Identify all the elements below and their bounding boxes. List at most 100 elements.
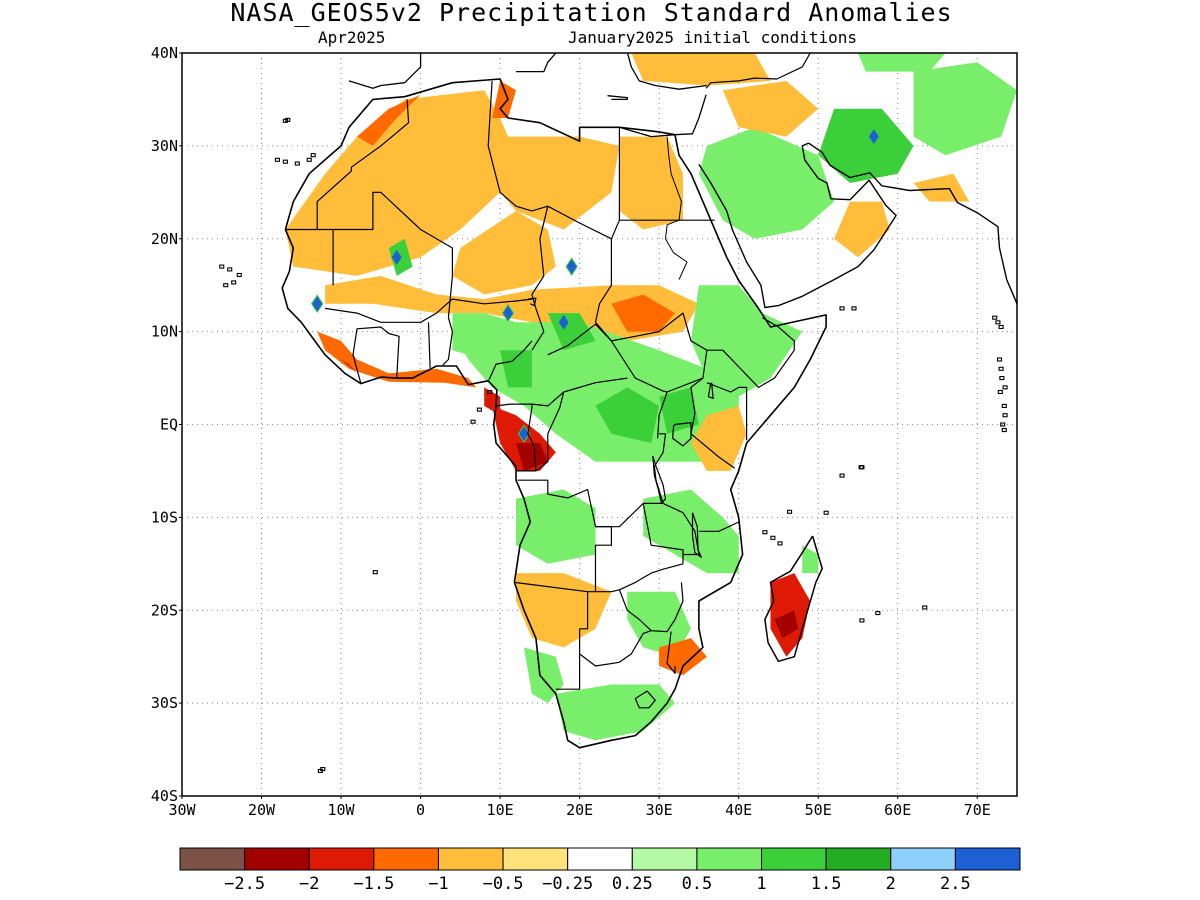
- island-marker: [762, 530, 768, 535]
- country-border: [706, 382, 747, 393]
- lon-tick-label: 60E: [884, 801, 911, 819]
- anomaly-region: [524, 647, 564, 704]
- island-marker: [922, 605, 928, 610]
- anomaly-region: [774, 610, 799, 639]
- island-marker: [470, 419, 476, 424]
- island-marker: [1000, 422, 1006, 427]
- country-border: [618, 582, 684, 633]
- lat-tick-label: 40S: [151, 787, 178, 805]
- country-border: [531, 206, 549, 351]
- anomaly-region: [516, 443, 548, 471]
- island-marker: [231, 280, 237, 285]
- country-border: [427, 322, 431, 368]
- lat-tick-label: 20S: [151, 601, 178, 619]
- anomaly-region: [691, 405, 747, 471]
- country-border: [706, 317, 795, 388]
- anomaly-region: [611, 294, 675, 332]
- island-marker: [823, 510, 829, 515]
- country-border: [487, 80, 612, 240]
- country-border: [594, 238, 708, 351]
- colorbar-label: −2: [299, 874, 319, 894]
- anomaly-region: [834, 201, 890, 258]
- anomaly-region: [722, 80, 819, 137]
- island-marker: [285, 117, 291, 122]
- country-border: [317, 191, 453, 276]
- country-border: [517, 479, 613, 592]
- island-marker: [310, 153, 316, 158]
- lon-tick-label: 0: [416, 801, 425, 819]
- lat-tick-label: EQ: [160, 416, 178, 434]
- island-marker: [839, 306, 845, 311]
- colorbar-label: −0.25: [542, 874, 593, 894]
- anomaly-hotspot: [310, 294, 324, 313]
- lake-outline: [691, 512, 702, 558]
- anomaly-region: [913, 173, 970, 202]
- island-marker: [1001, 428, 1007, 433]
- colorbar-swatch: [825, 847, 892, 871]
- anomaly-hotspot: [557, 313, 570, 332]
- island-marker: [1002, 413, 1008, 418]
- coastline-border-layer: [219, 34, 1017, 773]
- country-border: [690, 377, 736, 469]
- anomaly-fill-layer: [285, 53, 1017, 741]
- anomaly-region: [659, 638, 707, 676]
- anomaly-hotspot: [867, 127, 880, 146]
- colorbar: [179, 847, 1021, 871]
- anomaly-hotspot: [390, 248, 403, 267]
- crete-coastline: [607, 95, 628, 101]
- country-border: [535, 391, 565, 472]
- island-marker: [223, 283, 229, 288]
- colorbar-label: 2: [886, 874, 896, 894]
- turkey-coastline: [626, 53, 707, 90]
- island-marker: [875, 610, 881, 616]
- lon-tick-label: 70E: [964, 801, 991, 819]
- island-marker: [476, 407, 482, 412]
- lat-tick-label: 10S: [151, 508, 178, 526]
- country-border: [579, 591, 589, 630]
- country-border: [634, 690, 656, 709]
- levant-coastline: [619, 94, 707, 138]
- island-marker: [839, 473, 845, 478]
- island-marker: [858, 465, 864, 470]
- anomaly-region: [500, 350, 532, 388]
- anomaly-region: [627, 591, 691, 657]
- colorbar-swatch: [761, 847, 827, 871]
- anomaly-hotspot: [501, 303, 515, 323]
- country-border: [642, 503, 684, 564]
- colorbar-swatch: [890, 847, 956, 871]
- island-marker: [777, 541, 783, 546]
- anomaly-hotspot: [565, 257, 578, 276]
- lon-tick-label: 10W: [328, 801, 356, 819]
- island-marker: [219, 264, 225, 269]
- colorbar-label: 0.5: [682, 874, 713, 894]
- lat-tick-label: 40N: [151, 44, 178, 62]
- island-marker: [859, 618, 865, 623]
- country-border: [285, 170, 352, 231]
- black-sea-coastline: [651, 34, 751, 43]
- lat-tick-label: 20N: [151, 230, 178, 248]
- country-border: [698, 521, 739, 532]
- country-border: [662, 502, 700, 556]
- country-border: [488, 340, 533, 381]
- lake-outline: [707, 382, 714, 400]
- country-border: [442, 275, 453, 366]
- colorbar-label: −1: [428, 874, 448, 894]
- anomaly-region: [317, 331, 477, 388]
- colorbar-swatch: [244, 847, 310, 871]
- lat-tick-label: 30N: [151, 137, 178, 155]
- island-marker: [487, 389, 493, 395]
- country-border: [657, 391, 668, 439]
- longitude-labels: 30W 20W 10W 0 10E 20E 30E 40E 50E 60E 70E: [168, 796, 991, 819]
- lon-tick-label: 20W: [248, 801, 276, 819]
- country-border: [352, 326, 400, 384]
- island-marker: [999, 376, 1005, 381]
- country-border: [514, 563, 684, 593]
- lake-outline: [527, 297, 537, 307]
- colorbar-swatch: [696, 847, 763, 871]
- lake-outline: [672, 422, 692, 447]
- island-marker: [306, 157, 312, 162]
- colorbar-labels: −2.5 −2 −1.5 −1 −0.5 −0.25 0.25 0.5 1 1.5 2 2.5: [224, 874, 971, 894]
- iberia-coastline: [348, 53, 422, 89]
- island-marker: [998, 324, 1004, 330]
- island-marker: [998, 366, 1004, 371]
